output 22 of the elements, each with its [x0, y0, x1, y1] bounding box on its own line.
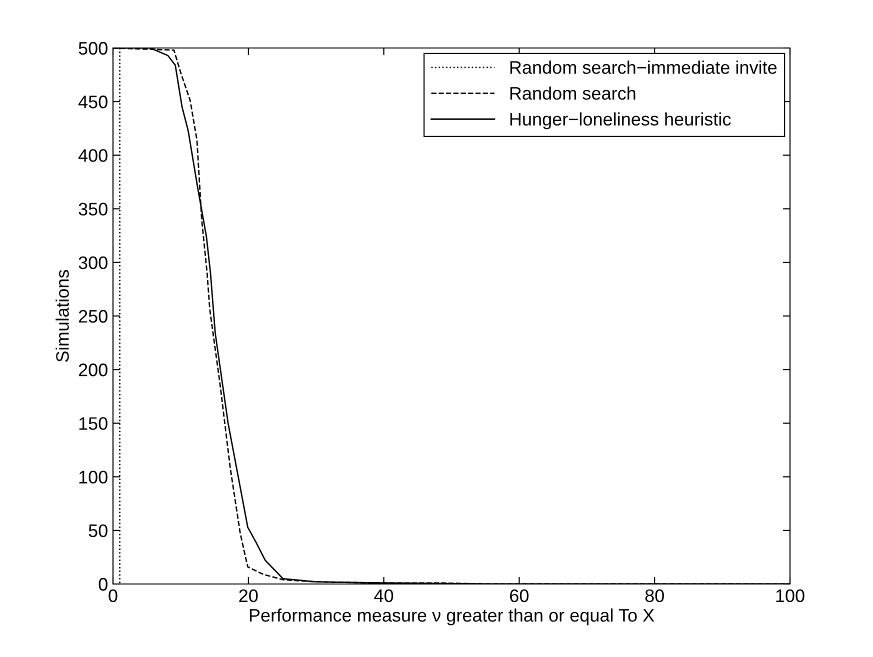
- y-tick-label: 50: [88, 524, 108, 538]
- y-tick-label: 250: [78, 310, 108, 323]
- y-tick-label: 350: [78, 202, 108, 216]
- x-tick-label: 100: [776, 589, 804, 602]
- y-tick-label: 100: [79, 470, 108, 484]
- x-tick-label: 0: [108, 589, 118, 602]
- x-tick-label: 20: [239, 589, 258, 602]
- legend-label: Random search: [510, 86, 636, 100]
- x-tick-label: 80: [645, 589, 664, 602]
- x-tick-label: 60: [510, 589, 529, 602]
- x-tick-label: 40: [374, 589, 394, 602]
- y-tick-label: 450: [78, 96, 108, 108]
- y-tick-label: 0: [98, 578, 108, 591]
- y-axis-title: Simulations: [56, 270, 69, 362]
- legend-label: Hunger−loneliness heuristic: [510, 112, 731, 130]
- y-tick-label: 500: [78, 42, 108, 55]
- y-tick-label: 200: [78, 364, 108, 376]
- legend-label: Random search−immediate invite: [510, 60, 777, 74]
- y-tick-label: 150: [79, 417, 108, 430]
- y-tick-label: 300: [78, 256, 108, 270]
- y-tick-label: 400: [78, 149, 108, 162]
- x-axis-title: Performance measure ν greater than or equal To X: [250, 608, 654, 626]
